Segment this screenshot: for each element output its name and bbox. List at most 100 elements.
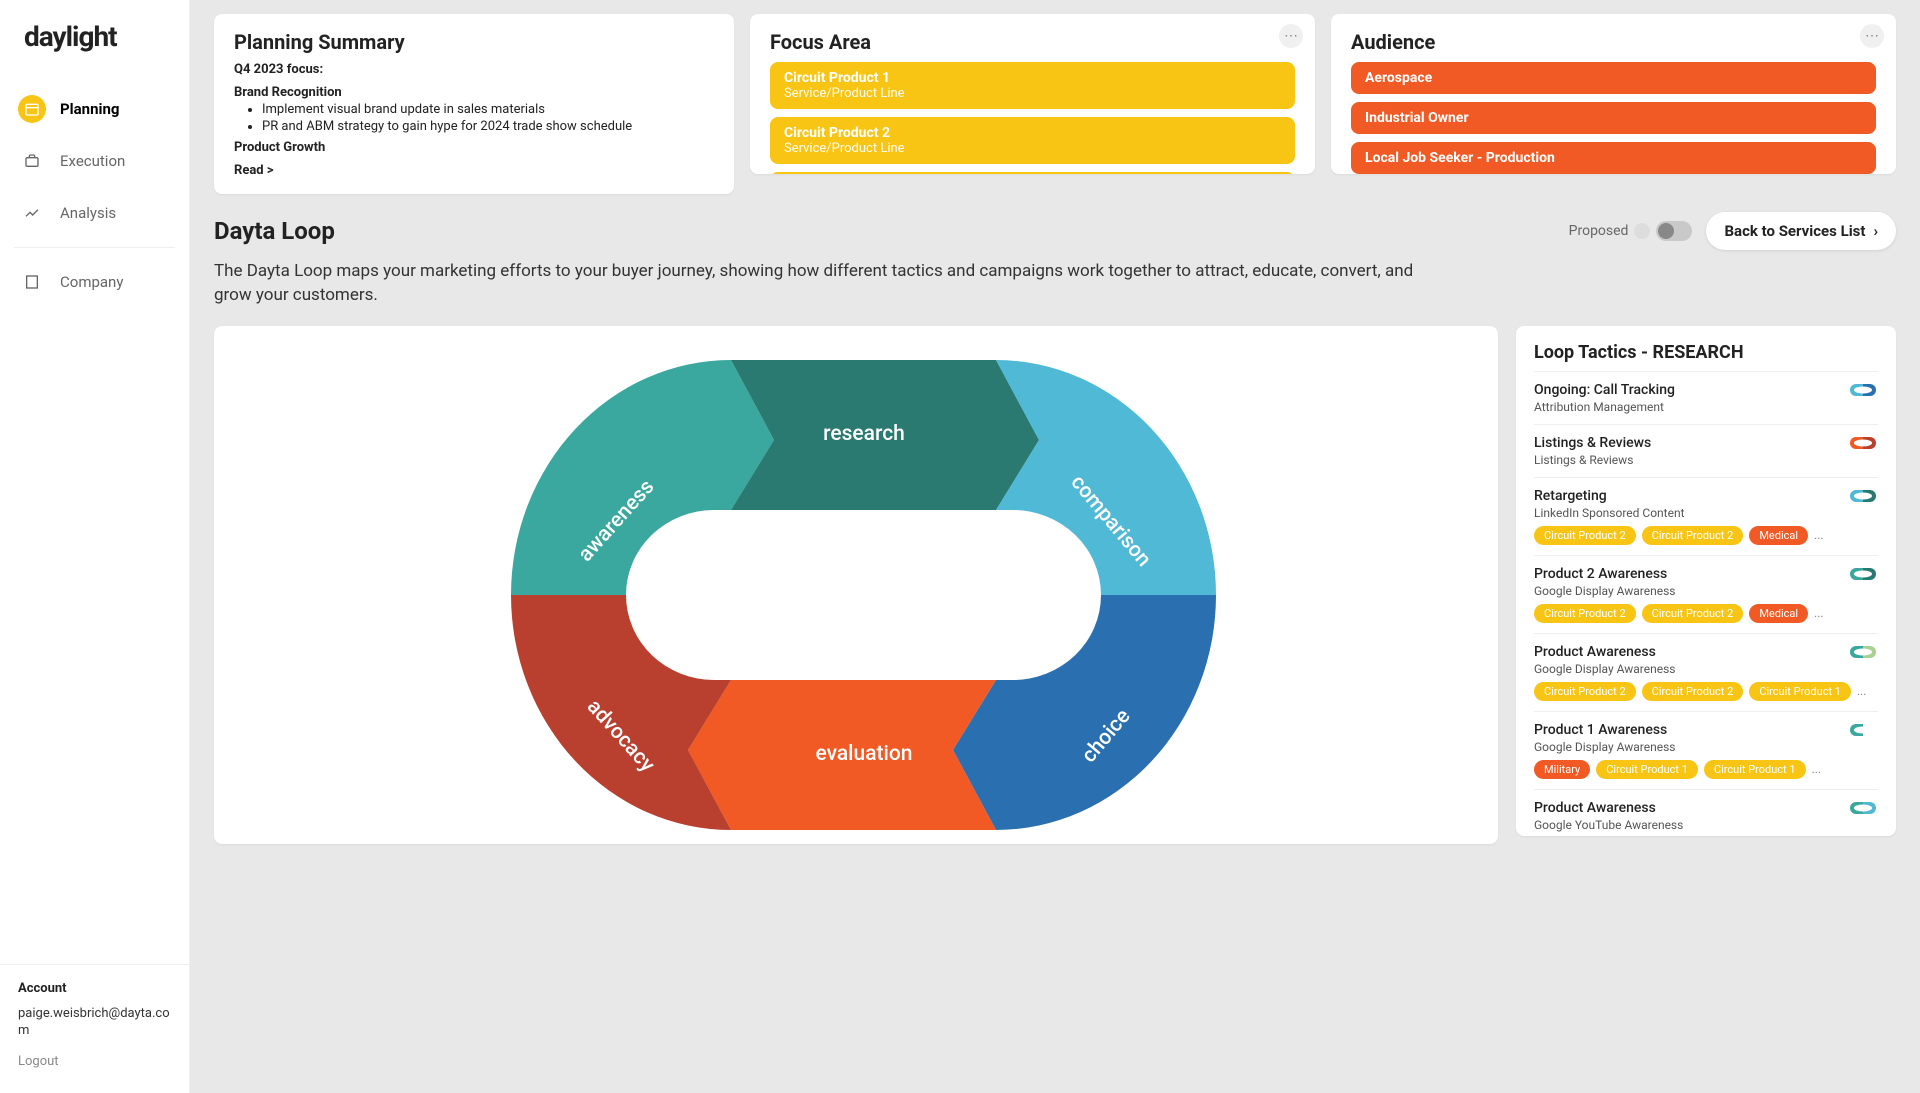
loop-tactics-panel: Loop Tactics - RESEARCH Ongoing: Call Tr… (1516, 326, 1896, 836)
loop-mini-icon (1848, 800, 1878, 816)
focus-area-title: Focus Area (770, 30, 1295, 54)
account-email: paige.weisbrich@dayta.com (18, 1006, 171, 1040)
tactic-item[interactable]: Ongoing: Call Tracking Attribution Manage… (1534, 371, 1878, 424)
tactic-sub: Google YouTube Awareness (1534, 818, 1878, 832)
tag-more: ... (1812, 762, 1822, 776)
calendar-icon (18, 95, 46, 123)
pill-item[interactable]: Circuit Product 2Service/Product Line (770, 117, 1295, 164)
nav-label: Analysis (60, 204, 116, 222)
tag: Circuit Product 2 (1534, 682, 1636, 701)
audience-card: ⋯ Audience Aerospace Industrial Owner Loca… (1331, 14, 1896, 174)
loop-segment[interactable] (511, 595, 731, 830)
loop-mini-icon (1848, 566, 1878, 582)
proposed-toggle[interactable] (1656, 221, 1692, 241)
tag: Medical (1749, 526, 1808, 545)
planning-summary-subtitle: Q4 2023 focus: (234, 62, 714, 77)
tag-more: ... (1814, 606, 1824, 620)
bullet: PR and ABM strategy to gain hype for 202… (262, 119, 714, 134)
planning-summary-title: Planning Summary (234, 30, 714, 54)
loop-mini-icon (1848, 722, 1878, 738)
tactics-title: Loop Tactics - RESEARCH (1534, 342, 1878, 363)
pill-title: Aerospace (1365, 70, 1862, 86)
tactic-title: Product Awareness (1534, 644, 1878, 660)
loop-mini-icon (1848, 488, 1878, 504)
nav-label: Execution (60, 152, 125, 170)
audience-title: Audience (1351, 30, 1876, 54)
back-label: Back to Services List (1724, 222, 1865, 240)
segment-label: research (823, 422, 905, 446)
account-label: Account (18, 981, 171, 996)
dayta-loop-diagram: awarenessresearchcomparisonchoiceevaluat… (214, 326, 1498, 844)
tag: Circuit Product 2 (1534, 526, 1636, 545)
chevron-right-icon: › (1873, 222, 1878, 240)
tag: Circuit Product 1 (1749, 682, 1851, 701)
logout-link[interactable]: Logout (18, 1054, 171, 1069)
tag: Circuit Product 2 (1534, 604, 1636, 623)
tag: Circuit Product 1 (1704, 760, 1806, 779)
pill-title: Circuit Product 2 (784, 125, 1281, 141)
loop-mini-icon (1848, 435, 1878, 451)
tag: Medical (1749, 604, 1808, 623)
loop-segment[interactable] (996, 360, 1216, 595)
pill-item[interactable]: Industrial Owner (1351, 102, 1876, 134)
proposed-label: Proposed (1569, 223, 1629, 239)
tactic-title: Retargeting (1534, 488, 1878, 504)
sidebar-item-analysis[interactable]: Analysis (0, 187, 189, 239)
tactic-item[interactable]: Product 1 Awareness Google Display Awaren… (1534, 711, 1878, 789)
pill-title: Local Job Seeker - Production (1365, 150, 1862, 166)
pill-item[interactable]: Recruitment (770, 172, 1295, 174)
tactic-title: Listings & Reviews (1534, 435, 1878, 451)
briefcase-icon (18, 147, 46, 175)
tactic-sub: Attribution Management (1534, 400, 1878, 414)
primary-nav: Planning Execution Analysis Company (0, 63, 189, 328)
back-to-services-button[interactable]: Back to Services List › (1706, 212, 1896, 250)
loop-description: The Dayta Loop maps your marketing effor… (214, 260, 1414, 308)
tactic-title: Ongoing: Call Tracking (1534, 382, 1878, 398)
tactic-item[interactable]: Product 2 Awareness Google Display Awaren… (1534, 555, 1878, 633)
tactic-item[interactable]: Product Awareness Google Display Awarenes… (1534, 633, 1878, 711)
info-icon[interactable] (1634, 223, 1650, 239)
tag: Circuit Product 2 (1642, 682, 1744, 701)
tag: Circuit Product 2 (1642, 526, 1744, 545)
bullet: Implement visual brand update in sales m… (262, 102, 714, 117)
tactic-sub: LinkedIn Sponsored Content (1534, 506, 1878, 520)
planning-summary-card: Planning Summary Q4 2023 focus: Brand Re… (214, 14, 734, 194)
card-more-icon[interactable]: ⋯ (1860, 24, 1884, 48)
tag: Military (1534, 760, 1590, 779)
tag-more: ... (1857, 684, 1867, 698)
tag: Circuit Product 1 (1596, 760, 1698, 779)
tactic-sub: Google Display Awareness (1534, 584, 1878, 598)
tactic-title: Product Awareness (1534, 800, 1878, 816)
tag-more: ... (1814, 528, 1824, 542)
pill-item[interactable]: Aerospace (1351, 62, 1876, 94)
sidebar-item-company[interactable]: Company (0, 256, 189, 308)
nav-label: Planning (60, 100, 119, 118)
loop-mini-icon (1848, 644, 1878, 660)
pill-sub: Service/Product Line (784, 86, 1281, 101)
pill-title: Industrial Owner (1365, 110, 1862, 126)
nav-label: Company (60, 273, 123, 291)
building-icon (18, 268, 46, 296)
tactic-sub: Google Display Awareness (1534, 662, 1878, 676)
tactic-title: Product 1 Awareness (1534, 722, 1878, 738)
read-more-link[interactable]: Read > (234, 163, 714, 178)
tag: Circuit Product 2 (1642, 604, 1744, 623)
card-more-icon[interactable]: ⋯ (1279, 24, 1303, 48)
pill-sub: Service/Product Line (784, 141, 1281, 156)
focus-area-card: ⋯ Focus Area Circuit Product 1Service/Pr… (750, 14, 1315, 174)
sidebar-item-planning[interactable]: Planning (0, 83, 189, 135)
tactic-sub: Google Display Awareness (1534, 740, 1878, 754)
loop-mini-icon (1848, 382, 1878, 398)
brand-logo: daylight (0, 0, 189, 63)
section-heading: Product Growth (234, 140, 714, 155)
tactic-item[interactable]: Listings & Reviews Listings & Reviews (1534, 424, 1878, 477)
tactic-sub: Listings & Reviews (1534, 453, 1878, 467)
tactic-title: Product 2 Awareness (1534, 566, 1878, 582)
tactic-item[interactable]: Product Awareness Google YouTube Awarenes… (1534, 789, 1878, 836)
chart-icon (18, 199, 46, 227)
pill-item[interactable]: Local Job Seeker - Production (1351, 142, 1876, 174)
sidebar-item-execution[interactable]: Execution (0, 135, 189, 187)
tactic-item[interactable]: Retargeting LinkedIn Sponsored Content Cir… (1534, 477, 1878, 555)
pill-item[interactable]: Circuit Product 1Service/Product Line (770, 62, 1295, 109)
loop-segment[interactable] (953, 595, 1216, 830)
